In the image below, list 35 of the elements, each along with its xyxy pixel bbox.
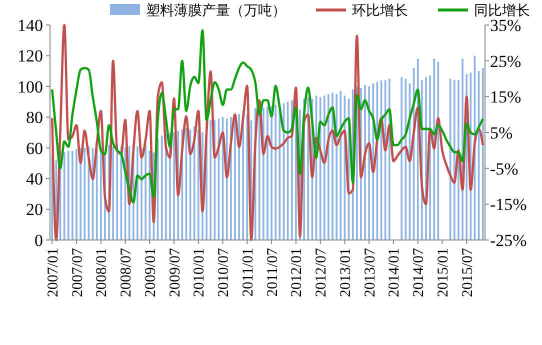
x-tick-label: 2007/01: [45, 248, 62, 298]
x-tick-label: 2013/07: [362, 248, 378, 298]
y2-tick-label: -15%: [490, 195, 527, 214]
x-tick-label: 2013/01: [338, 248, 354, 298]
legend-label: 环比增长: [352, 3, 408, 19]
y-tick-label: 40: [26, 170, 43, 189]
y2-tick-label: 15%: [490, 88, 522, 107]
y-tick-label: 60: [26, 138, 43, 158]
x-tick-label: 2015/07: [460, 248, 476, 298]
x-tick-label: 2012/07: [314, 248, 330, 298]
x-tick-label: 2012/01: [289, 248, 306, 298]
y-tick-label: 100: [18, 77, 43, 96]
line-series: [50, 29, 484, 204]
x-tick-label: 2011/07: [264, 248, 281, 297]
y2-tick-label: 5%: [490, 123, 513, 142]
legend-label: 塑料薄膜产量（万吨）: [146, 3, 286, 19]
y-tick-label: 120: [18, 46, 43, 66]
x-tick-label: 2008/07: [118, 248, 135, 298]
y2-tick-label: 25%: [490, 52, 522, 71]
x-tick-label: 2010/07: [216, 248, 232, 298]
y-tick-label: 80: [26, 108, 43, 128]
x-tick-label: 2011/01: [240, 248, 256, 297]
x-tick-label: 2015/01: [435, 248, 452, 298]
x-tick-label: 2014/01: [386, 248, 403, 298]
y-tick-label: 140: [18, 16, 43, 35]
x-tick-label: 2009/01: [142, 248, 159, 298]
y2-tick-label: -5%: [490, 159, 518, 178]
x-tick-label: 2010/01: [192, 248, 208, 298]
x-tick-label: 2009/07: [167, 248, 184, 298]
y-tick-label: 20: [26, 200, 43, 220]
y-tick-label: 0: [34, 230, 43, 250]
x-tick-label: 2014/07: [411, 248, 428, 298]
y2-tick-label: -25%: [490, 230, 527, 250]
x-tick-label: 2007/07: [70, 248, 86, 298]
x-tick-label: 2008/01: [94, 248, 110, 298]
